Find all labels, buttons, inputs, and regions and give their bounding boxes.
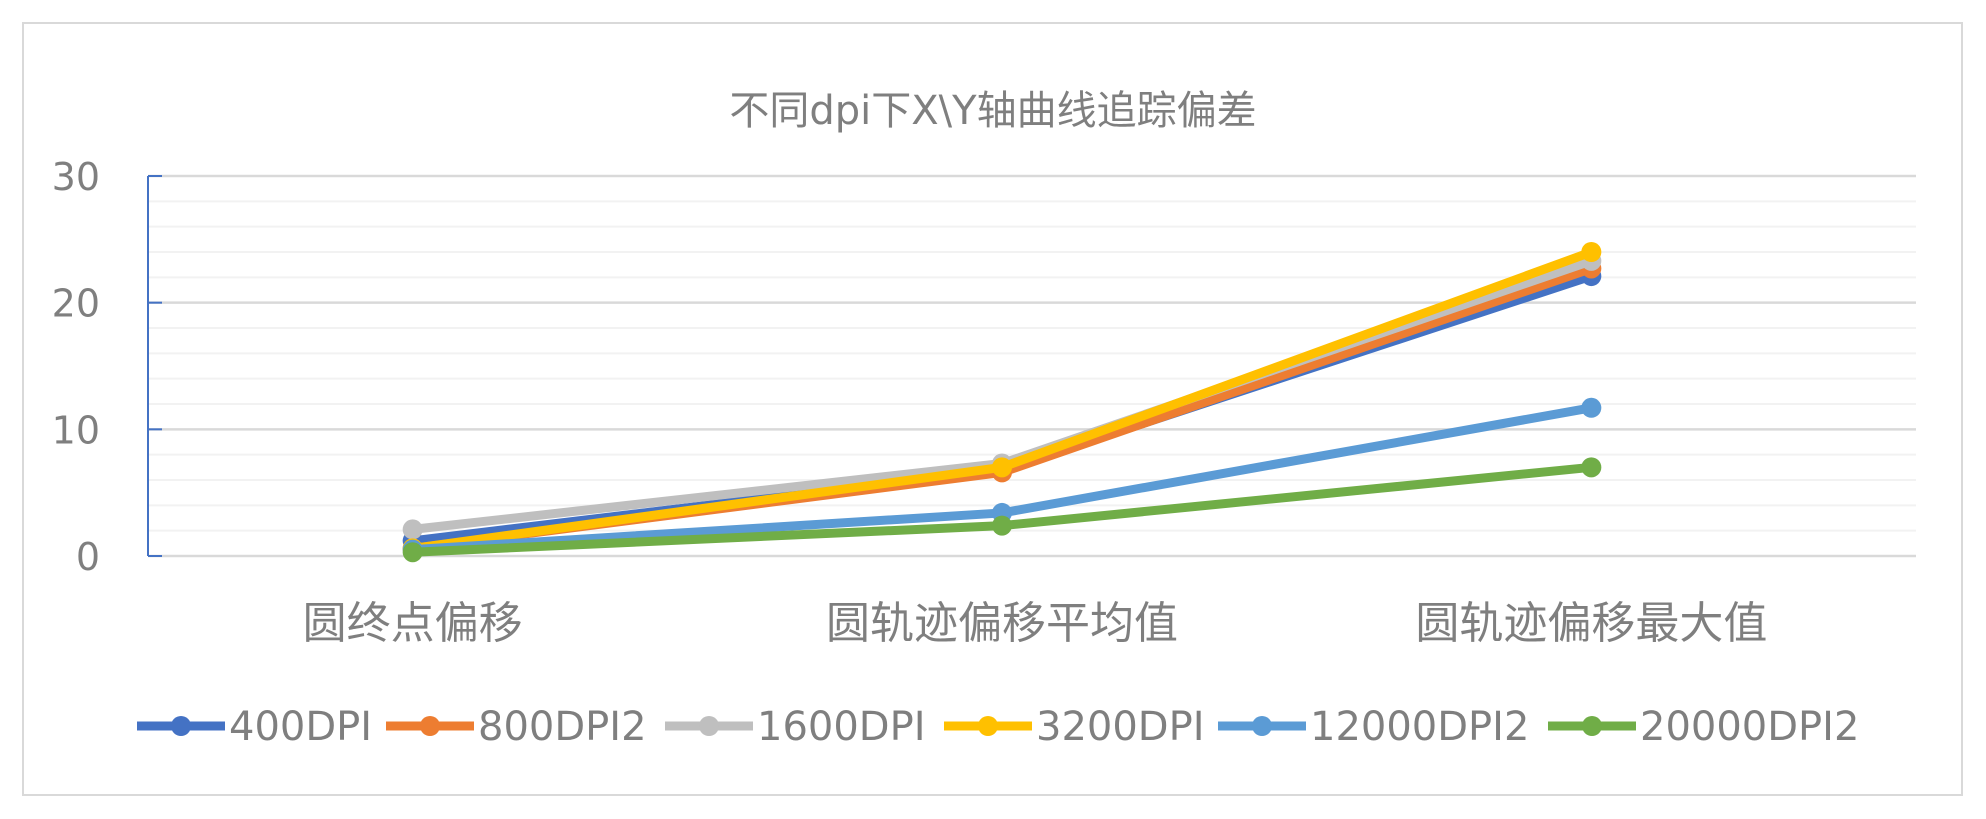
- legend-item: 12000DPI2: [1218, 704, 1529, 750]
- legend-label: 12000DPI2: [1310, 704, 1529, 750]
- x-tick-label: 圆轨迹偏移平均值: [826, 598, 1178, 649]
- y-axis: [147, 175, 162, 557]
- x-tick-label: 圆终点偏移: [303, 598, 523, 649]
- data-point: [1581, 242, 1602, 262]
- y-tick-labels: 0 10 20 30: [52, 155, 100, 579]
- legend-label: 800DPI2: [478, 704, 647, 750]
- series-lines: [402, 242, 1602, 563]
- legend-item: 400DPI: [137, 704, 372, 750]
- y-tick-label: 30: [52, 155, 100, 199]
- legend-marker: [1582, 716, 1602, 736]
- legend-item: 800DPI2: [386, 704, 647, 750]
- data-point: [992, 515, 1012, 536]
- y-tick-label: 10: [52, 408, 100, 452]
- data-point: [1581, 457, 1602, 478]
- legend-item: 3200DPI: [944, 704, 1205, 750]
- series-20000DPI2: [402, 457, 1602, 563]
- legend-label: 20000DPI2: [1640, 704, 1859, 750]
- y-tick-label: 20: [52, 282, 100, 326]
- x-tick-label: 圆轨迹偏移最大值: [1415, 598, 1767, 649]
- legend-label: 1600DPI: [757, 704, 926, 750]
- legend-marker: [171, 716, 191, 736]
- chart-border: [22, 22, 1963, 796]
- data-point: [402, 519, 423, 540]
- data-point: [402, 542, 423, 563]
- legend-marker: [1252, 716, 1272, 736]
- data-point: [1581, 397, 1602, 418]
- legend: 400DPI 800DPI2 1600DPI 3200DPI 12000DPI2 2000…: [137, 704, 1859, 750]
- legend-marker: [978, 716, 998, 736]
- legend-item: 20000DPI2: [1548, 704, 1859, 750]
- legend-label: 400DPI: [229, 704, 372, 750]
- legend-label: 3200DPI: [1036, 704, 1205, 750]
- x-tick-labels: 圆终点偏移 圆轨迹偏移平均值 圆轨迹偏移最大值: [303, 598, 1768, 649]
- data-point: [992, 457, 1012, 478]
- legend-item: 1600DPI: [665, 704, 926, 750]
- legend-marker: [420, 716, 440, 736]
- legend-marker: [699, 716, 719, 736]
- chart-title: 不同dpi下X\Y轴曲线追踪偏差: [729, 88, 1256, 134]
- y-tick-label: 0: [76, 535, 100, 579]
